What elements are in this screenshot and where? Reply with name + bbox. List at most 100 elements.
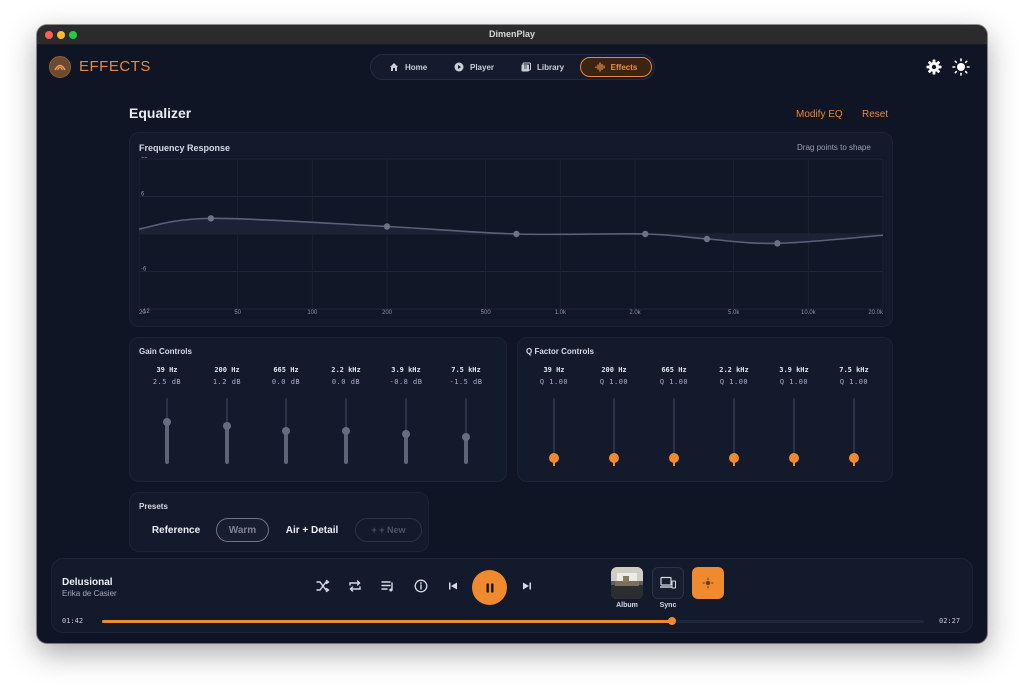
x-tick-label: 100 xyxy=(307,310,318,316)
window-title: DimenPlay xyxy=(488,29,536,39)
main-nav: Home Player Library Effects xyxy=(370,54,655,80)
eq-control-point[interactable] xyxy=(207,215,215,222)
nav-item-effects[interactable]: Effects xyxy=(580,57,652,77)
nav-item-label: Player xyxy=(470,62,495,72)
q-slider[interactable] xyxy=(549,398,559,466)
slider-thumb[interactable] xyxy=(342,427,350,435)
frequency-response-chart[interactable]: 1260-6-1220501002005001.0k2.0k5.0k10.0k2… xyxy=(137,157,885,319)
gain-controls-panel xyxy=(129,337,507,482)
sync-button[interactable] xyxy=(652,567,684,599)
close-window-button[interactable] xyxy=(45,31,53,39)
slider-thumb[interactable] xyxy=(549,453,559,466)
slider-thumb[interactable] xyxy=(462,433,470,441)
q-band-header: 7.5 kHz Q 1.00 xyxy=(829,366,879,386)
gain-slider[interactable] xyxy=(401,398,411,464)
zoom-window-button[interactable] xyxy=(69,31,77,39)
nav-item-home[interactable]: Home xyxy=(383,57,433,77)
slider-fill xyxy=(284,431,288,464)
q-factor-title: Q Factor Controls xyxy=(526,347,595,356)
slider-track xyxy=(613,398,615,464)
slider-thumb[interactable] xyxy=(282,427,290,435)
gain-slider[interactable] xyxy=(341,398,351,464)
slider-thumb[interactable] xyxy=(669,453,679,466)
shuffle-icon[interactable] xyxy=(316,579,330,593)
eq-control-point[interactable] xyxy=(642,230,649,238)
previous-track-icon[interactable] xyxy=(446,579,460,593)
gain-slider[interactable] xyxy=(461,398,471,464)
info-icon[interactable] xyxy=(414,579,428,593)
q-factor-panel xyxy=(517,337,893,482)
reset-button[interactable]: Reset xyxy=(862,109,889,120)
preset-air-detail[interactable]: Air + Detail xyxy=(285,524,339,536)
band-frequency: 200 Hz xyxy=(214,366,240,374)
nav-item-player[interactable]: Player xyxy=(448,57,500,77)
logo-wave-icon xyxy=(54,64,66,71)
band-q-value: Q 1.00 xyxy=(659,378,689,386)
x-tick-label: 1.0k xyxy=(555,310,567,316)
slider-track xyxy=(733,398,735,464)
modify-eq-button[interactable]: Modify EQ xyxy=(796,109,843,120)
minimize-window-button[interactable] xyxy=(57,31,65,39)
frequency-response-title: Frequency Response xyxy=(139,143,231,153)
library-icon xyxy=(521,62,531,72)
new-preset-button[interactable]: + + New xyxy=(355,518,422,542)
q-slider[interactable] xyxy=(609,398,619,466)
nav-item-library[interactable]: Library xyxy=(515,57,570,77)
band-frequency: 665 Hz xyxy=(273,366,299,374)
band-frequency: 7.5 kHz xyxy=(451,366,481,374)
x-tick-label: 200 xyxy=(382,310,393,316)
y-tick-label: 6 xyxy=(141,192,145,198)
theme-sun-icon[interactable] xyxy=(952,58,970,76)
eq-control-point[interactable] xyxy=(383,223,391,230)
settings-gear-icon[interactable] xyxy=(926,59,942,75)
brand-title: EFFECTS xyxy=(79,58,151,75)
eq-control-point[interactable] xyxy=(774,240,781,247)
effects-toggle-button[interactable] xyxy=(692,567,724,599)
slider-thumb[interactable] xyxy=(402,430,410,438)
slider-thumb[interactable] xyxy=(729,453,739,466)
band-q-value: Q 1.00 xyxy=(599,378,629,386)
band-q-value: Q 1.00 xyxy=(839,378,869,386)
q-slider[interactable] xyxy=(789,398,799,466)
q-band-header: 200 Hz Q 1.00 xyxy=(589,366,639,386)
slider-thumb[interactable] xyxy=(789,453,799,466)
slider-thumb[interactable] xyxy=(609,453,619,466)
slider-track xyxy=(853,398,855,464)
drag-hint: Drag points to shape xyxy=(797,143,871,152)
eq-control-point[interactable] xyxy=(703,235,711,243)
next-track-icon[interactable] xyxy=(520,579,534,593)
gain-band-header: 200 Hz 1.2 dB xyxy=(202,366,252,386)
x-tick-label: 20.0k xyxy=(868,310,884,316)
slider-track xyxy=(793,398,795,464)
eq-control-point[interactable] xyxy=(513,230,520,238)
gain-slider[interactable] xyxy=(281,398,291,464)
gain-band-header: 665 Hz 0.0 dB xyxy=(261,366,311,386)
slider-thumb[interactable] xyxy=(163,418,171,426)
x-tick-label: 20 xyxy=(139,310,146,316)
band-q-value: Q 1.00 xyxy=(719,378,749,386)
progress-bar[interactable] xyxy=(102,617,924,625)
pause-button[interactable] xyxy=(472,570,507,605)
q-slider[interactable] xyxy=(849,398,859,466)
gain-band-header: 2.2 kHz 0.0 dB xyxy=(321,366,371,386)
album-art-button[interactable] xyxy=(611,567,643,599)
gain-slider[interactable] xyxy=(222,398,232,464)
preset-reference[interactable]: Reference xyxy=(151,524,201,536)
progress-thumb[interactable] xyxy=(668,617,677,625)
gain-slider[interactable] xyxy=(162,398,172,464)
slider-fill xyxy=(225,426,229,464)
slider-thumb[interactable] xyxy=(849,453,859,466)
track-artist: Erika de Casier xyxy=(62,589,117,598)
repeat-icon[interactable] xyxy=(348,579,362,593)
slider-thumb[interactable] xyxy=(223,422,231,430)
q-slider[interactable] xyxy=(729,398,739,466)
q-band-header: 665 Hz Q 1.00 xyxy=(649,366,699,386)
queue-icon[interactable] xyxy=(381,579,395,593)
pause-icon xyxy=(486,583,493,592)
slider-track xyxy=(465,398,467,464)
preset-warm[interactable]: Warm xyxy=(216,518,269,542)
q-band-header: 39 Hz Q 1.00 xyxy=(529,366,579,386)
waveform-icon xyxy=(595,62,605,72)
band-frequency: 665 Hz xyxy=(661,366,687,374)
q-slider[interactable] xyxy=(669,398,679,466)
